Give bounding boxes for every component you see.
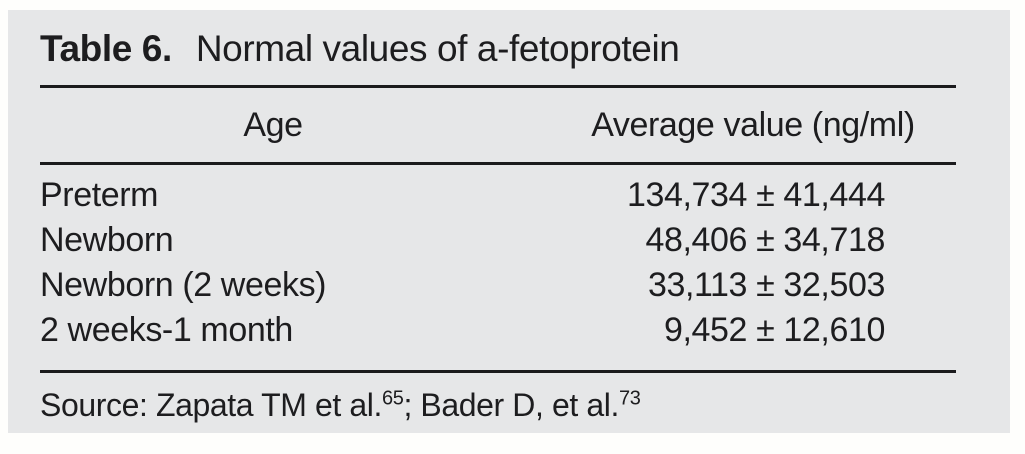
value-cell: 48,406 ± 34,718: [645, 221, 885, 259]
value-cell: 33,113 ± 32,503: [647, 266, 885, 304]
value-cell: 134,734 ± 41,444: [626, 176, 885, 214]
top-rule: [40, 85, 956, 88]
header-average-value: Average value (ng/ml): [591, 105, 915, 144]
table-row: Preterm 134,734 ± 41,444: [40, 173, 956, 218]
source-text: ; Bader D, et al.: [403, 387, 619, 423]
source-text: Source: Zapata TM et al.: [40, 387, 382, 423]
source-note: Source: Zapata TM et al.65; Bader D, et …: [40, 384, 641, 426]
value-cell: 9,452 ± 12,610: [663, 311, 885, 349]
table-number: Table 6.: [40, 28, 172, 69]
table-body: Preterm 134,734 ± 41,444 Newborn 48,406 …: [40, 173, 956, 353]
header-rule: [40, 162, 956, 165]
table-row: 2 weeks-1 month 9,452 ± 12,610: [40, 308, 956, 353]
header-age: Age: [243, 105, 303, 144]
age-cell: Newborn: [40, 221, 174, 259]
age-cell: Newborn (2 weeks): [40, 266, 327, 304]
table-caption: Table 6. Normal values of a-fetoprotein: [40, 28, 680, 70]
table-row: Newborn 48,406 ± 34,718: [40, 218, 956, 263]
table-row: Newborn (2 weeks) 33,113 ± 32,503: [40, 263, 956, 308]
bottom-rule: [40, 370, 956, 373]
table-panel: Table 6. Normal values of a-fetoprotein A…: [8, 10, 1010, 433]
age-cell: 2 weeks-1 month: [40, 311, 293, 349]
table-header-row: Age Average value (ng/ml): [40, 88, 956, 162]
age-cell: Preterm: [40, 176, 159, 214]
table-title-text: Normal values of a-fetoprotein: [195, 28, 680, 69]
citation-ref-65: 65: [381, 387, 404, 410]
citation-ref-73: 73: [618, 387, 641, 410]
